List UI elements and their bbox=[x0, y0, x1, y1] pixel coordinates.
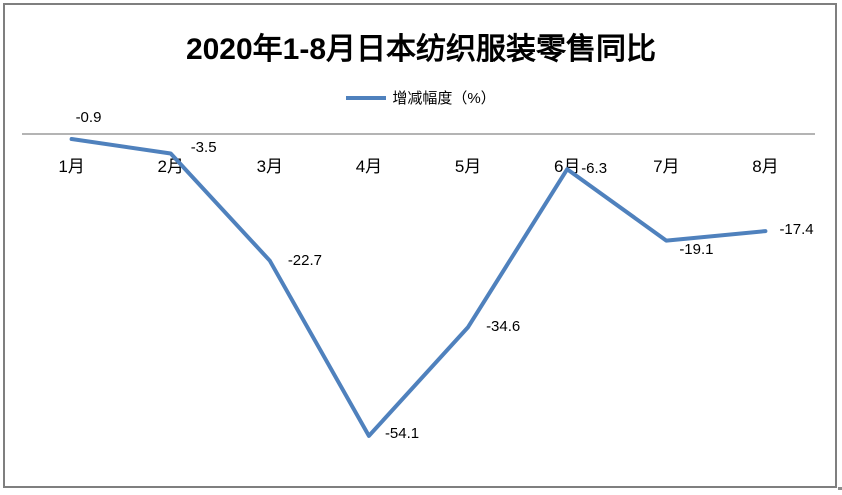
x-axis-label: 3月 bbox=[256, 157, 284, 176]
x-axis-label: 5月 bbox=[454, 157, 482, 176]
data-label: -22.7 bbox=[287, 251, 323, 269]
data-label: -6.3 bbox=[581, 160, 608, 178]
data-label: -34.6 bbox=[486, 318, 521, 336]
data-label: -3.5 bbox=[190, 138, 217, 156]
x-axis-label: 8月 bbox=[752, 157, 779, 176]
data-label: -19.1 bbox=[679, 240, 714, 258]
legend-series-label: 增减幅度（%） bbox=[392, 90, 496, 107]
data-label: -0.9 bbox=[75, 109, 102, 127]
data-label: -17.4 bbox=[779, 221, 814, 239]
legend: 增减幅度（%） bbox=[0, 87, 842, 108]
x-axis-label: 1月 bbox=[58, 157, 85, 176]
legend-line-marker-icon bbox=[346, 95, 387, 100]
x-axis-label: 7月 bbox=[653, 157, 680, 176]
resize-handle-mark bbox=[838, 487, 842, 490]
data-label: -54.1 bbox=[384, 424, 420, 442]
x-axis-label: 4月 bbox=[355, 157, 383, 176]
chart-title: 2020年1-8月日本纺织服装零售同比 bbox=[185, 33, 657, 66]
